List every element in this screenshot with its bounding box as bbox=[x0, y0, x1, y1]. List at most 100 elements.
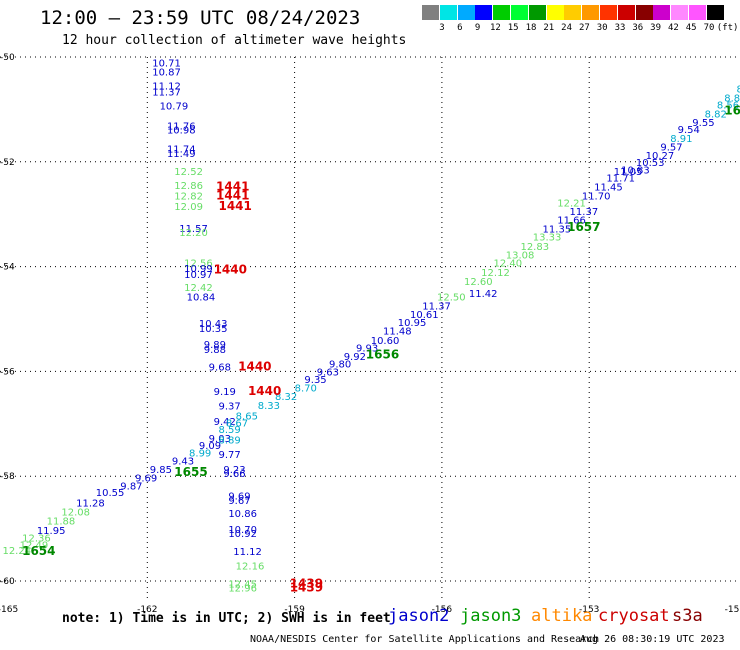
swh-label: 11.37 bbox=[152, 87, 181, 98]
swh-label: 11.35 bbox=[543, 225, 572, 236]
swh-label: 12.20 bbox=[179, 228, 208, 239]
legend-jason3: jason3 bbox=[460, 606, 522, 626]
swh-label: 11.49 bbox=[167, 149, 196, 160]
colorbar-label: 9 bbox=[474, 23, 481, 33]
swh-label: 9.09 bbox=[199, 441, 221, 452]
timestamp: Aug 26 08:30:19 UTC 2023 bbox=[580, 634, 725, 645]
pass-time-label: 1440 bbox=[238, 359, 271, 373]
colorbar-label: 70 bbox=[703, 23, 715, 33]
swh-label: 10.60 bbox=[371, 336, 400, 347]
map-title: 12:00 — 23:59 UTC 08/24/2023 bbox=[40, 7, 361, 29]
note-text: note: 1) Time is in UTC; 2) SWH is in fe… bbox=[62, 611, 391, 626]
swh-label: 9.35 bbox=[304, 375, 326, 386]
colorbar-swatch bbox=[600, 5, 617, 20]
swh-label: 11.12 bbox=[233, 547, 262, 558]
colorbar-swatch bbox=[582, 5, 600, 20]
swh-label: 10.43 bbox=[199, 319, 228, 330]
swh-label: 12.45 bbox=[228, 579, 257, 590]
swh-label: 10.92 bbox=[228, 529, 257, 540]
swh-label: 10.70 bbox=[228, 525, 257, 536]
swh-label: 10.53 bbox=[636, 158, 665, 169]
swh-label: 11.76 bbox=[167, 121, 196, 132]
swh-label: 12.96 bbox=[228, 583, 257, 594]
swh-label: 9.87 bbox=[120, 481, 142, 492]
swh-label: 9.19 bbox=[214, 387, 236, 398]
swh-label: 9.42 bbox=[214, 417, 236, 428]
colorbar-label: 21 bbox=[543, 23, 555, 33]
swh-label: 10.71 bbox=[152, 58, 181, 69]
swh-label: 11.95 bbox=[37, 526, 66, 537]
colorbar-swatch bbox=[422, 5, 439, 20]
swh-label: 12.50 bbox=[437, 293, 466, 304]
colorbar-label: (ft) bbox=[716, 23, 739, 33]
swh-label: 10.61 bbox=[410, 310, 439, 321]
legend-jason2: jason2 bbox=[388, 606, 450, 626]
swh-label: 9.69 bbox=[135, 473, 157, 484]
swh-label: 12.60 bbox=[464, 277, 493, 288]
colorbar-label: 39 bbox=[650, 23, 662, 33]
swh-label: 9.68 bbox=[209, 362, 231, 373]
swh-label: 8.91 bbox=[670, 134, 692, 145]
colorbar-swatch bbox=[653, 5, 671, 20]
map-subtitle: 12 hour collection of altimeter wave hei… bbox=[62, 33, 407, 48]
swh-label: 11.37 bbox=[570, 207, 599, 218]
pass-time-label: 1654 bbox=[22, 544, 55, 558]
swh-label: 8.70 bbox=[295, 383, 317, 394]
swh-label: 10.86 bbox=[228, 509, 257, 520]
colorbar-label: 6 bbox=[457, 23, 463, 33]
swh-label: 8.65 bbox=[236, 412, 258, 423]
lat-tick-label: -56 bbox=[0, 367, 15, 377]
lon-tick-label: -156 bbox=[432, 605, 453, 615]
swh-label: 9.57 bbox=[660, 142, 682, 153]
colorbar-label: 27 bbox=[578, 23, 590, 33]
swh-label: 8.67 bbox=[226, 418, 248, 429]
pass-time-label: 1655 bbox=[174, 465, 207, 479]
swh-label: 10.55 bbox=[96, 488, 125, 499]
colorbar-label: 30 bbox=[596, 23, 608, 33]
swh-label: 12.16 bbox=[236, 561, 265, 572]
pass-time-label: 1656 bbox=[366, 347, 399, 361]
swh-label: 13.08 bbox=[506, 251, 535, 262]
colorbar-swatch bbox=[564, 5, 582, 20]
swh-label: 9.93 bbox=[356, 343, 378, 354]
colorbar-swatch bbox=[475, 5, 493, 20]
swh-label: 11.70 bbox=[582, 192, 611, 203]
colorbar-swatch bbox=[546, 5, 564, 20]
swh-label: 9.89 bbox=[204, 340, 226, 351]
swh-label: 13.33 bbox=[533, 232, 562, 243]
swh-label: 9.55 bbox=[692, 118, 714, 129]
pass-time-label: 1441 bbox=[216, 180, 249, 194]
lat-tick-label: -50 bbox=[0, 53, 15, 63]
swh-label: 11.74 bbox=[167, 144, 196, 155]
swh-label: 12.40 bbox=[493, 259, 522, 270]
swh-label: 8.82 bbox=[705, 109, 727, 120]
colorbar-label: 12 bbox=[489, 23, 501, 33]
colorbar-swatch bbox=[689, 5, 706, 20]
swh-label: 12.86 bbox=[174, 181, 203, 192]
colorbar-swatch bbox=[457, 5, 475, 20]
colorbar-label: 36 bbox=[632, 23, 644, 33]
swh-label: 10.84 bbox=[187, 293, 216, 304]
lat-tick-label: -52 bbox=[0, 158, 15, 168]
colorbar-label: 42 bbox=[667, 23, 679, 33]
swh-label: 9.85 bbox=[150, 465, 172, 476]
swh-label: 11.48 bbox=[383, 327, 412, 338]
swh-label: 8.32 bbox=[275, 392, 297, 403]
lat-tick-label: -54 bbox=[0, 263, 15, 273]
swh-label: 10.87 bbox=[152, 67, 181, 78]
colorbar-swatch bbox=[635, 5, 653, 20]
legend-altika: altika bbox=[531, 606, 593, 626]
swh-label: 9.63 bbox=[317, 368, 339, 379]
pass-time-label: 1440 bbox=[248, 384, 281, 398]
lon-tick-label: -162 bbox=[137, 605, 157, 615]
colorbar-label: 33 bbox=[614, 23, 626, 33]
colorbar-label: 24 bbox=[561, 23, 573, 33]
swh-label: 12.24 bbox=[2, 546, 31, 557]
lon-tick-label: -153 bbox=[579, 605, 599, 615]
swh-label: 9.92 bbox=[344, 352, 366, 363]
colorbar-swatch bbox=[439, 5, 457, 20]
colorbar-swatch bbox=[528, 5, 546, 20]
colorbar-swatch bbox=[671, 5, 689, 20]
swh-label: 10.35 bbox=[199, 324, 228, 335]
swh-label: 9.88 bbox=[204, 345, 226, 356]
